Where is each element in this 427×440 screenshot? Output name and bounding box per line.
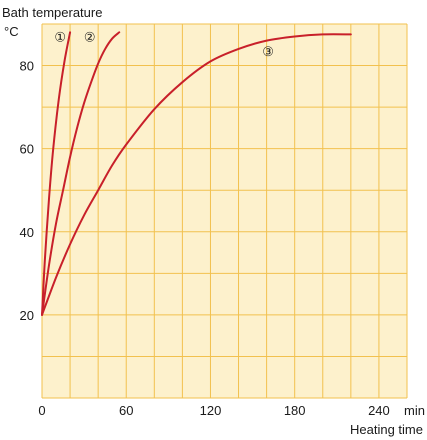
x-tick-labels: 0 60 120 180 240 bbox=[38, 403, 389, 418]
x-tick-label: 0 bbox=[38, 403, 45, 418]
series-line-2 bbox=[41, 31, 121, 316]
y-tick-labels: 20 40 60 80 bbox=[20, 59, 34, 323]
x-tick-label: 120 bbox=[200, 403, 222, 418]
y-axis-title: Bath temperature bbox=[2, 5, 102, 20]
y-axis-unit: °C bbox=[4, 24, 19, 39]
series-marker-3: ③ bbox=[262, 44, 274, 59]
grid bbox=[41, 23, 408, 399]
y-tick-label: 60 bbox=[20, 142, 34, 157]
y-tick-label: 40 bbox=[20, 225, 34, 240]
series-line-1 bbox=[41, 31, 72, 316]
x-axis-title: Heating time bbox=[350, 422, 423, 437]
x-axis-unit: min bbox=[404, 403, 425, 418]
y-tick-label: 80 bbox=[20, 59, 34, 74]
y-tick-label: 20 bbox=[20, 308, 34, 323]
series-marker-2: ② bbox=[84, 29, 96, 44]
x-tick-label: 180 bbox=[284, 403, 306, 418]
x-tick-label: 60 bbox=[119, 403, 133, 418]
series-lines bbox=[41, 31, 352, 316]
series-markers: ① ② ③ bbox=[54, 29, 273, 59]
x-tick-label: 240 bbox=[368, 403, 390, 418]
series-marker-1: ① bbox=[54, 29, 66, 44]
series-line-3 bbox=[41, 33, 352, 316]
plot-area bbox=[42, 24, 407, 398]
